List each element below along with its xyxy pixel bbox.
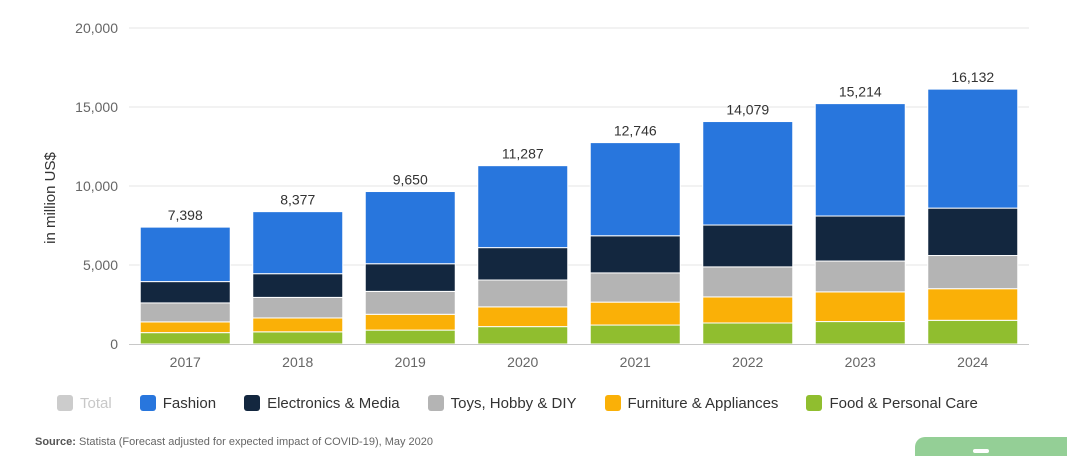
bar-segment xyxy=(477,279,569,308)
source-text: Statista (Forecast adjusted for expected… xyxy=(79,436,434,448)
legend-label: Toys, Hobby & DIY xyxy=(450,394,577,412)
total-data-label: 15,214 xyxy=(839,84,882,100)
bar-segment xyxy=(139,302,231,323)
chart-legend: Total Fashion Electronics & Media Toys, … xyxy=(57,393,1006,413)
stacked-bar-chart: 0 5,000 10,000 15,000 20,000 in million US$ 7,… xyxy=(42,20,1029,370)
x-tick-label: 2021 xyxy=(620,354,651,370)
bar-segment xyxy=(252,273,344,298)
bar-segment xyxy=(477,247,569,281)
bar-segment xyxy=(814,321,906,345)
bar-segment xyxy=(702,224,794,268)
info-tab-handle xyxy=(973,449,989,453)
bar-segment xyxy=(139,321,231,334)
legend-label: Food & Personal Care xyxy=(829,394,978,412)
bar-segment xyxy=(702,266,794,298)
bar-segment xyxy=(364,290,456,315)
total-data-label: 9,650 xyxy=(393,172,428,188)
bar-segment xyxy=(364,313,456,331)
y-tick-label: 20,000 xyxy=(75,20,118,36)
bar-segment xyxy=(927,255,1019,290)
total-data-label: 12,746 xyxy=(614,123,657,139)
total-data-label: 11,287 xyxy=(502,146,544,162)
y-tick-label: 15,000 xyxy=(75,99,118,115)
bar-segment xyxy=(364,191,456,265)
bar-segment xyxy=(589,272,681,303)
bar-segment xyxy=(927,207,1019,257)
info-tab[interactable] xyxy=(915,437,1067,456)
legend-swatch xyxy=(139,395,156,411)
legend-label: Total xyxy=(80,394,112,412)
bar-segment xyxy=(477,165,569,249)
legend-item-furniture-appliances[interactable]: Furniture & Appliances xyxy=(604,394,779,412)
bar-segment xyxy=(252,296,344,319)
legend-label: Fashion xyxy=(162,394,217,412)
x-tick-label: 2020 xyxy=(507,354,538,370)
x-tick-label: 2018 xyxy=(282,354,313,370)
bar-segment xyxy=(139,226,231,283)
y-tick-label: 0 xyxy=(110,336,118,352)
legend-item-toys-hobby-diy[interactable]: Toys, Hobby & DIY xyxy=(427,394,577,412)
total-data-label: 16,132 xyxy=(951,69,994,85)
bar-segment xyxy=(702,296,794,324)
bar-segment xyxy=(702,121,794,226)
legend-swatch xyxy=(604,395,621,411)
legend-swatch xyxy=(427,395,444,411)
bar-segment xyxy=(814,103,906,217)
bar-segment xyxy=(589,142,681,237)
x-tick-label: 2023 xyxy=(845,354,876,370)
bar-segment xyxy=(702,322,794,345)
total-data-label: 14,079 xyxy=(726,102,769,118)
x-tick-label: 2024 xyxy=(957,354,988,370)
bar-segment xyxy=(139,332,231,345)
legend-swatch xyxy=(57,395,73,411)
bar-segment xyxy=(814,260,906,293)
total-data-label: 7,398 xyxy=(168,207,203,223)
source-label: Source: xyxy=(35,436,76,448)
y-axis-title: in million US$ xyxy=(42,151,59,243)
y-tick-label: 10,000 xyxy=(75,178,118,194)
bar-segment xyxy=(927,319,1019,345)
bar-segment xyxy=(814,291,906,323)
y-tick-label: 5,000 xyxy=(83,257,118,273)
bar-segment xyxy=(477,326,569,345)
legend-swatch xyxy=(244,395,261,411)
bar-segment xyxy=(252,211,344,275)
bar-segment xyxy=(477,306,569,328)
legend-label: Furniture & Appliances xyxy=(627,394,779,412)
bar-segment xyxy=(252,317,344,333)
bar-segment xyxy=(589,324,681,345)
bar-segment xyxy=(814,215,906,262)
bar-segment xyxy=(364,263,456,292)
x-tick-label: 2022 xyxy=(732,354,763,370)
source-note: Source: Statista (Forecast adjusted for … xyxy=(35,436,433,448)
bar-segment xyxy=(589,235,681,274)
legend-item-total[interactable]: Total xyxy=(57,395,112,412)
bar-segment xyxy=(364,329,456,345)
legend-item-fashion[interactable]: Fashion xyxy=(139,394,217,412)
bar-segment xyxy=(589,301,681,326)
bar-segment xyxy=(139,281,231,304)
x-tick-label: 2019 xyxy=(395,354,426,370)
bar-segment xyxy=(927,88,1019,209)
x-tick-label: 2017 xyxy=(170,354,201,370)
total-data-label: 8,377 xyxy=(280,192,315,208)
legend-swatch xyxy=(806,395,823,411)
legend-item-electronics-media[interactable]: Electronics & Media xyxy=(244,395,400,412)
legend-label: Electronics & Media xyxy=(267,394,400,412)
legend-item-food-personal-care[interactable]: Food & Personal Care xyxy=(806,394,978,412)
bar-segment xyxy=(252,331,344,345)
bar-segment xyxy=(927,288,1019,321)
